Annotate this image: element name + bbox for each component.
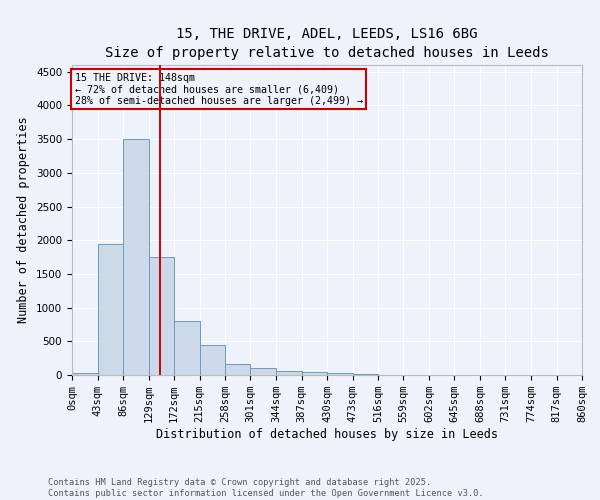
Bar bbox=[225, 364, 251, 375]
Bar bbox=[199, 344, 225, 375]
Bar bbox=[174, 321, 199, 375]
Bar bbox=[149, 257, 174, 375]
Bar bbox=[327, 374, 353, 375]
Y-axis label: Number of detached properties: Number of detached properties bbox=[17, 116, 31, 324]
Bar bbox=[302, 372, 327, 375]
Bar bbox=[251, 368, 276, 375]
Text: Contains HM Land Registry data © Crown copyright and database right 2025.
Contai: Contains HM Land Registry data © Crown c… bbox=[48, 478, 484, 498]
Bar bbox=[72, 374, 97, 375]
Title: 15, THE DRIVE, ADEL, LEEDS, LS16 6BG
Size of property relative to detached house: 15, THE DRIVE, ADEL, LEEDS, LS16 6BG Siz… bbox=[105, 28, 549, 60]
Bar bbox=[97, 244, 123, 375]
Bar bbox=[276, 370, 302, 375]
Bar bbox=[353, 374, 378, 375]
Text: 15 THE DRIVE: 148sqm
← 72% of detached houses are smaller (6,409)
28% of semi-de: 15 THE DRIVE: 148sqm ← 72% of detached h… bbox=[74, 72, 362, 106]
X-axis label: Distribution of detached houses by size in Leeds: Distribution of detached houses by size … bbox=[156, 428, 498, 441]
Bar bbox=[123, 139, 149, 375]
